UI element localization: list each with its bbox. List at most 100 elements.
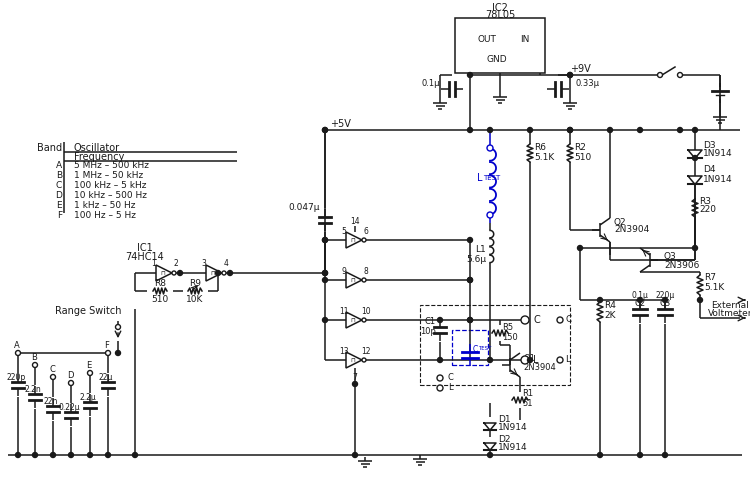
Text: 4: 4 [224,260,229,268]
Text: 0.22µ: 0.22µ [58,404,80,412]
Circle shape [116,350,121,355]
Circle shape [322,238,328,243]
Circle shape [437,358,442,363]
Text: Q2: Q2 [614,218,627,226]
Circle shape [598,298,602,303]
Circle shape [322,318,328,323]
Circle shape [488,127,493,133]
Text: 2.2n: 2.2n [25,386,41,394]
Text: 51: 51 [522,399,532,407]
Circle shape [487,212,493,218]
Circle shape [16,452,20,458]
Text: OUT: OUT [477,36,496,44]
Text: 22µ: 22µ [99,373,113,383]
Circle shape [362,238,366,242]
Text: Q3: Q3 [664,251,676,261]
Text: C: C [565,316,572,325]
Circle shape [32,452,38,458]
Text: 510: 510 [152,294,169,304]
Circle shape [467,278,472,283]
Circle shape [521,356,529,364]
Text: ⊓: ⊓ [160,270,166,276]
Text: R8: R8 [154,279,166,287]
Circle shape [488,358,493,363]
Text: 1 MHz – 50 kHz: 1 MHz – 50 kHz [74,171,143,181]
Text: 2N3904: 2N3904 [523,363,556,371]
Circle shape [322,278,328,283]
Circle shape [362,358,366,362]
Text: IC2: IC2 [492,3,508,13]
Text: E: E [86,361,92,369]
Text: 22n: 22n [44,398,58,407]
Text: F: F [57,211,62,221]
Circle shape [322,127,328,133]
Text: 0.33µ: 0.33µ [575,79,599,87]
Text: C: C [473,345,478,353]
Text: D2: D2 [498,434,511,444]
Text: 0.1µ: 0.1µ [632,291,649,301]
Circle shape [172,271,176,275]
Circle shape [106,452,110,458]
FancyBboxPatch shape [452,330,488,365]
Text: 1N914: 1N914 [703,149,733,159]
Text: IN: IN [520,36,530,44]
Text: C: C [448,373,454,383]
Text: 510: 510 [574,152,591,162]
Circle shape [467,318,472,323]
Text: 10: 10 [362,306,370,316]
Circle shape [527,358,532,363]
Text: E: E [56,202,62,210]
Text: ⊓: ⊓ [350,238,355,243]
Text: R6: R6 [534,143,546,152]
Circle shape [568,73,572,78]
Text: 2N3904: 2N3904 [614,225,650,235]
Text: B: B [56,171,62,181]
Circle shape [322,127,328,133]
Circle shape [68,452,74,458]
Text: 5.1K: 5.1K [534,152,554,162]
Text: 1 kHz – 50 Hz: 1 kHz – 50 Hz [74,202,136,210]
Circle shape [222,271,226,275]
Text: 100 kHz – 5 kHz: 100 kHz – 5 kHz [74,182,146,190]
Text: R2: R2 [574,143,586,152]
Circle shape [487,145,493,151]
Text: 100 Hz – 5 Hz: 100 Hz – 5 Hz [74,211,136,221]
Text: C: C [56,182,62,190]
Text: TEST: TEST [483,175,500,181]
Text: C1: C1 [424,318,436,326]
Circle shape [352,452,358,458]
Text: 13: 13 [339,346,349,355]
Circle shape [557,317,563,323]
Text: 14: 14 [350,217,360,225]
Circle shape [638,452,643,458]
Text: C: C [533,315,540,325]
FancyBboxPatch shape [455,18,545,73]
Text: Frequency: Frequency [74,152,124,162]
Circle shape [677,127,682,133]
Text: R9: R9 [189,279,201,287]
Text: 220µ: 220µ [656,291,675,301]
Text: R7: R7 [704,273,716,283]
Text: ⊓: ⊓ [350,278,355,283]
Text: GND: GND [487,56,507,64]
Circle shape [658,73,662,78]
Text: Oscillator: Oscillator [74,143,120,153]
Circle shape [133,452,137,458]
Text: 220: 220 [699,205,716,215]
Circle shape [692,245,698,250]
Circle shape [568,73,572,78]
Text: 5.6µ: 5.6µ [466,255,486,264]
Text: IC1: IC1 [137,243,153,253]
Text: 12: 12 [362,346,370,355]
Text: 2.2µ: 2.2µ [80,393,96,403]
Circle shape [50,452,55,458]
Circle shape [215,270,220,276]
Text: 1: 1 [152,260,156,268]
Circle shape [352,382,358,386]
Circle shape [88,452,92,458]
Text: ⊓: ⊓ [350,318,355,323]
Circle shape [68,381,74,386]
Circle shape [662,298,668,303]
Circle shape [322,270,328,276]
Text: R4: R4 [604,301,616,309]
